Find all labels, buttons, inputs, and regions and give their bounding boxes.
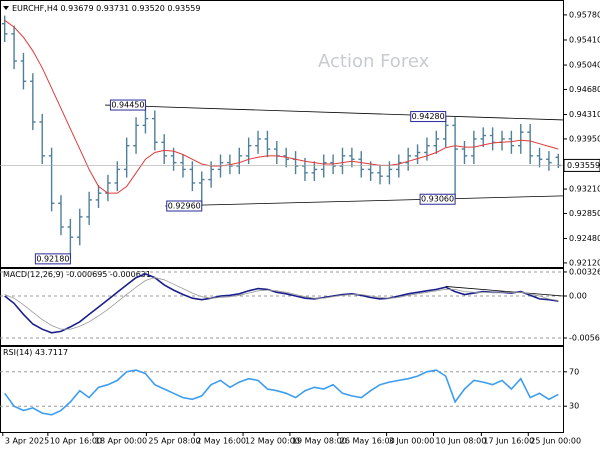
y-tick-label: 0.92850 bbox=[569, 209, 600, 218]
x-tick-label: 25 Apr 08:00 bbox=[148, 437, 200, 446]
y-tick-label: 0.94310 bbox=[569, 110, 600, 119]
collapse-icon bbox=[3, 6, 9, 10]
trend-line bbox=[105, 104, 564, 121]
x-tick-label: 3 Jun 00:00 bbox=[389, 437, 435, 446]
x-tick-label: 10 Jun 08:00 bbox=[436, 437, 487, 446]
indicator-line bbox=[4, 273, 559, 334]
header-open: 0.93679 bbox=[60, 4, 93, 13]
y-tick-label: 0.95780 bbox=[569, 10, 600, 19]
x-tick-label: 19 May 08:00 bbox=[292, 437, 347, 446]
header-low: 0.93520 bbox=[132, 4, 165, 13]
indicator-line bbox=[4, 369, 559, 416]
y-tick-label: 0.00 bbox=[569, 292, 587, 301]
y-tick-label: 0.95410 bbox=[569, 35, 600, 44]
macd-value: -0.000695 bbox=[66, 270, 107, 279]
panel-frame bbox=[0, 0, 564, 268]
price-marker bbox=[34, 253, 71, 265]
indicator-line bbox=[4, 277, 559, 330]
y-tick-label: 0.92480 bbox=[569, 234, 600, 243]
y-tick-label: 0.92120 bbox=[569, 258, 600, 267]
price-marker bbox=[419, 193, 456, 205]
price-marker-label: 0.93060 bbox=[421, 195, 454, 204]
price-marker-label: 0.92180 bbox=[36, 254, 69, 263]
x-tick-label: 26 May 16:00 bbox=[340, 437, 395, 446]
x-tick-label: 2 May 16:00 bbox=[196, 437, 246, 446]
x-tick-label: 18 Apr 00:00 bbox=[95, 437, 147, 446]
y-tick-label: 0.93210 bbox=[569, 185, 600, 194]
price-marker-label: 0.94450 bbox=[111, 101, 144, 110]
y-tick-label: 0.003263 bbox=[569, 267, 600, 276]
macd-title: MACD(12,26,9) bbox=[3, 270, 64, 279]
trend-line bbox=[445, 286, 564, 297]
price-marker bbox=[166, 200, 203, 212]
signal-value: -0.000631 bbox=[110, 270, 151, 279]
macd-header: MACD(12,26,9) -0.000695 -0.000631 bbox=[3, 270, 151, 279]
x-tick-label: 10 Apr 16:00 bbox=[50, 437, 102, 446]
x-tick-label: 12 May 00:00 bbox=[245, 437, 300, 446]
y-tick-label: 0.95040 bbox=[569, 61, 600, 70]
last-price-box bbox=[563, 158, 600, 172]
price-marker-label: 0.94280 bbox=[412, 112, 445, 121]
header-high: 0.93731 bbox=[96, 4, 129, 13]
x-tick-label: 25 Jun 00:00 bbox=[530, 437, 581, 446]
y-tick-label: 30 bbox=[569, 402, 579, 411]
price-marker bbox=[410, 111, 447, 123]
y-tick-label: 0.94680 bbox=[569, 85, 600, 94]
y-tick-label: 0.93950 bbox=[569, 134, 600, 143]
price-marker bbox=[109, 99, 146, 111]
rsi-header: RSI(14) 43.7117 bbox=[3, 348, 68, 357]
x-tick-label: 3 Apr 2025 bbox=[5, 437, 49, 446]
header-close: 0.93559 bbox=[167, 4, 200, 13]
symbol: EURCHF,H4 bbox=[12, 4, 58, 13]
y-tick-label: -0.005699 bbox=[569, 333, 600, 342]
x-tick-label: 17 Jun 16:00 bbox=[483, 437, 534, 446]
panel-frame bbox=[0, 268, 564, 346]
last-price-label: 0.93559 bbox=[567, 161, 600, 170]
trend-line bbox=[165, 195, 564, 207]
rsi-value: 43.7117 bbox=[35, 348, 68, 357]
rsi-title: RSI(14) bbox=[3, 348, 32, 357]
moving-average bbox=[4, 19, 559, 194]
price-marker-label: 0.92960 bbox=[168, 202, 201, 211]
watermark: Action Forex bbox=[318, 51, 430, 72]
y-tick-label: 70 bbox=[569, 367, 579, 376]
price-header: EURCHF,H4 0.93679 0.93731 0.93520 0.9355… bbox=[12, 4, 200, 13]
